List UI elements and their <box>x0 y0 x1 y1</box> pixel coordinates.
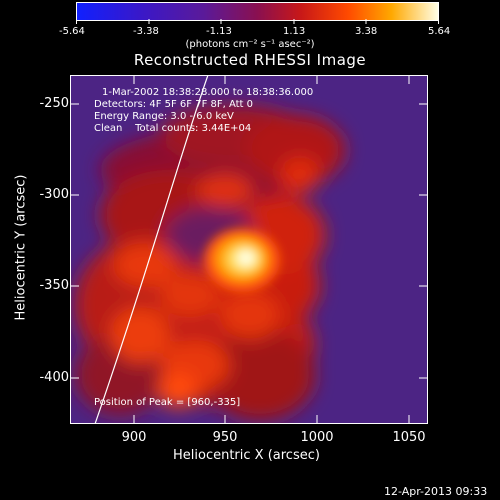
rhessi-image <box>70 75 428 424</box>
info-clean-counts: Clean Total counts: 3.44E+04 <box>94 123 252 134</box>
y-tick-label: -300 <box>39 187 69 202</box>
y-tick-label: -350 <box>39 278 69 293</box>
x-tick-label: 1050 <box>392 430 426 445</box>
info-energy-range: Energy Range: 3.0 - 6.0 keV <box>94 111 234 122</box>
x-tick-label: 900 <box>121 430 147 445</box>
info-time-range: 1-Mar-2002 18:38:28.000 to 18:38:36.000 <box>102 87 314 98</box>
colorbar-tick-label: 3.38 <box>355 26 378 37</box>
info-peak-position: Position of Peak = [960,-335] <box>94 397 241 408</box>
footer-timestamp: 12-Apr-2013 09:33 <box>384 485 488 498</box>
x-tick-label: 1000 <box>300 430 334 445</box>
y-tick-label: -400 <box>39 370 69 385</box>
colorbar-tick-label: -3.38 <box>133 26 159 37</box>
y-tick-label: -250 <box>39 96 69 111</box>
y-axis-label: Heliocentric Y (arcsec) <box>13 174 29 321</box>
colorbar-tick-label: 5.64 <box>428 26 451 37</box>
solar-limb-line <box>94 75 209 424</box>
colorbar-tick-marks <box>76 19 439 24</box>
x-tick-label: 950 <box>212 430 238 445</box>
colorbar-tick-label: -1.13 <box>206 26 232 37</box>
info-detectors: Detectors: 4F 5F 6F 7F 8F, Att 0 <box>94 99 254 110</box>
colorbar <box>76 2 439 21</box>
colorbar-tick-label: -5.64 <box>59 26 85 37</box>
colorbar-tick-label: 1.13 <box>283 26 306 37</box>
colorbar-units: (photons cm⁻² s⁻¹ asec⁻²) <box>185 39 315 50</box>
image-title: Reconstructed RHESSI Image <box>133 51 367 69</box>
x-axis-label: Heliocentric X (arcsec) <box>173 448 320 463</box>
